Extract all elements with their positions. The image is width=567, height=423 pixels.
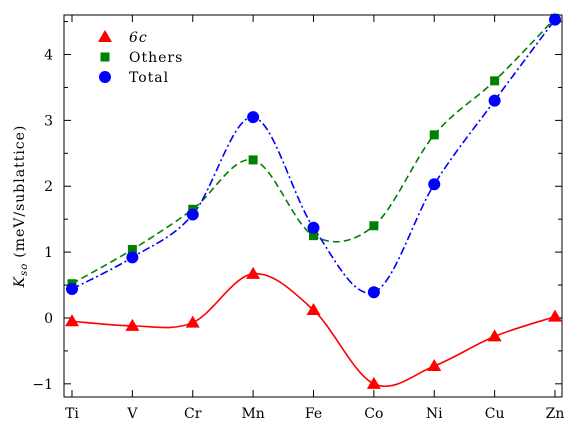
y-tick-label: −1 <box>32 377 53 393</box>
tick-labels: Ti V Cr Mn Fe Co Ni Cu Zn −1 0 1 2 3 4 <box>32 48 564 422</box>
data-point-total <box>186 208 199 221</box>
legend-marker-6c <box>98 30 112 42</box>
data-point-6c <box>548 309 562 322</box>
data-point-total <box>307 221 320 234</box>
x-tick-label: Co <box>364 406 383 422</box>
y-tick-label: 2 <box>44 179 53 195</box>
data-point-others <box>369 221 379 231</box>
x-tick-label: Cu <box>485 406 505 422</box>
x-tick-label: Ti <box>65 406 79 422</box>
y-tick-label: 1 <box>44 245 53 261</box>
x-tick-label: Mn <box>241 406 264 422</box>
x-tick-label: V <box>126 406 138 422</box>
x-tick-label: Zn <box>546 406 565 422</box>
data-point-total <box>488 94 501 107</box>
series-line-total <box>71 19 556 294</box>
data-point-total <box>66 282 78 295</box>
data-point-6c <box>306 303 321 316</box>
y-axis-label-unit: (meV/sublattice) <box>12 125 28 258</box>
data-point-others <box>490 76 500 86</box>
y-tick-label: 4 <box>44 48 53 64</box>
legend-marker-others <box>100 52 110 62</box>
x-tick-label: Fe <box>305 406 322 422</box>
y-axis-label-subscript: so <box>19 263 30 276</box>
y-tick-label: 0 <box>44 311 53 327</box>
data-point-6c <box>427 359 442 372</box>
data-point-6c <box>487 329 502 342</box>
data-point-6c <box>65 314 79 327</box>
data-point-total <box>126 251 139 264</box>
legend-label-others: Others <box>129 50 183 66</box>
legend: 6c Others Total <box>98 30 183 86</box>
x-tick-label: Ni <box>426 406 443 422</box>
data-point-6c <box>125 318 140 331</box>
series-line-6c <box>71 273 556 388</box>
data-point-total <box>428 178 441 191</box>
data-point-6c <box>366 376 381 389</box>
data-point-others <box>309 231 318 241</box>
legend-label-6c: 6c <box>129 30 148 46</box>
y-axis-label: Kso (meV/sublattice) <box>12 125 30 289</box>
y-tick-label: 3 <box>44 113 53 129</box>
series-markers <box>65 13 562 389</box>
legend-label-total: Total <box>129 70 169 86</box>
data-point-6c <box>246 266 261 279</box>
data-point-others <box>248 155 258 165</box>
legend-marker-total <box>99 71 111 83</box>
data-point-total <box>247 111 260 124</box>
x-tick-label: Cr <box>184 406 202 422</box>
data-point-6c <box>185 315 200 328</box>
data-point-total <box>367 286 380 299</box>
axis-ticks <box>64 15 562 397</box>
y-axis-label-symbol: K <box>12 275 28 288</box>
data-point-others <box>127 244 137 254</box>
data-point-total <box>549 13 561 26</box>
data-point-others <box>429 130 439 140</box>
